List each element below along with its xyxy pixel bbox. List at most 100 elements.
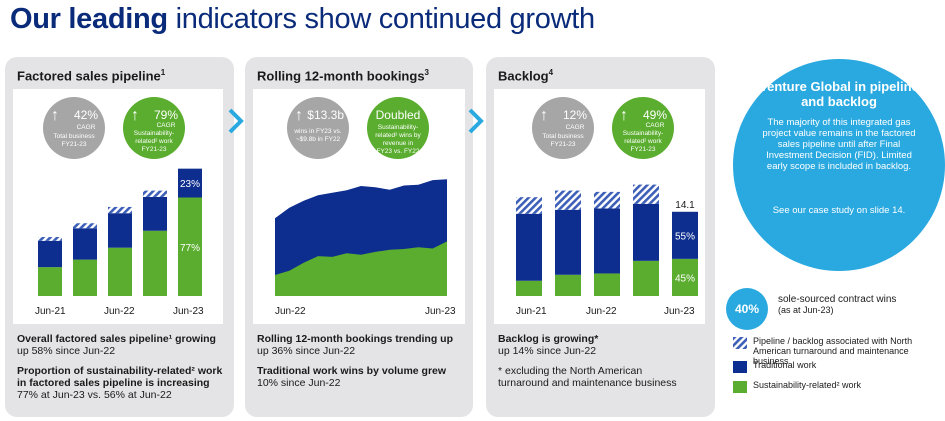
backlog-chart-area: ↑ 12% CAGR Total business FY21-23 ↑ 49% … — [494, 89, 705, 324]
backlog-data-label-navy: 55% — [675, 231, 695, 242]
pipeline-bar-2-s1 — [108, 213, 132, 248]
sole-sourced-text: sole-sourced contract wins (as at Jun-23… — [778, 294, 896, 316]
backlog-x-label-0: Jun-21 — [516, 306, 547, 317]
bookings-green-line4: FY23 vs. FY22 — [376, 148, 420, 155]
backlog-grey-line3: FY21-23 — [550, 141, 576, 148]
bookings-green-line1: Sustainability- — [377, 124, 419, 131]
backlog-x-label-2: Jun-23 — [664, 306, 695, 317]
backlog-grey-value: 12% — [562, 108, 587, 122]
bookings-grey-line2: ~$9.8b in FY22 — [295, 136, 341, 143]
pipeline-bar-2-s2 — [108, 206, 132, 214]
backlog-bar-4-s1 — [672, 211, 698, 259]
pipeline-data-label-navy: 23% — [180, 179, 200, 190]
backlog-bar-3-s2 — [633, 184, 659, 204]
bookings-summary-heading-2: Traditional work wins by volume grew — [257, 365, 447, 377]
pipeline-summary-heading-2: Proportion of sustainability-related² wo… — [17, 365, 223, 389]
bookings-summary-note-2: 10% since Jun-22 — [257, 377, 341, 389]
pipeline-grey-line1: CAGR — [76, 124, 96, 131]
backlog-green-value: 49% — [642, 108, 667, 122]
pipeline-bar-2-s0 — [108, 247, 132, 296]
pipeline-grey-line3: FY21-23 — [61, 141, 87, 148]
pipeline-bar-1-s2 — [73, 223, 97, 229]
backlog-bar-2-s0 — [594, 273, 620, 296]
pipeline-green-line1: CAGR — [156, 122, 176, 129]
venture-global-title: Venture Global in pipeline and backlog — [759, 79, 919, 109]
backlog-green-line3: related² work — [624, 138, 662, 145]
bookings-panel: Rolling 12-month bookings3 ↑ $13.3b wins… — [245, 57, 473, 417]
backlog-green-line2: Sustainability- — [622, 130, 664, 137]
backlog-bar-2-s2 — [594, 191, 620, 209]
page-title-rest: indicators show continued growth — [167, 3, 596, 35]
backlog-summary-note-1: up 14% since Jun-22 — [498, 345, 597, 357]
bookings-summary-note-1: up 36% since Jun-22 — [257, 345, 356, 357]
backlog-chart: 14.1 45% 55% — [516, 184, 698, 296]
sole-sourced-label: sole-sourced contract wins — [778, 294, 897, 305]
pipeline-sustain-cagr-bubble: ↑ 79% CAGR Sustainability- related² work… — [123, 97, 185, 159]
pipeline-data-label-green: 77% — [180, 243, 200, 254]
pipeline-green-value: 79% — [153, 108, 178, 122]
pipeline-summary: Overall factored sales pipeline¹ growing… — [17, 333, 232, 409]
bookings-x-label-0: Jun-22 — [275, 306, 306, 317]
pipeline-bar-0-s0 — [38, 267, 62, 296]
venture-global-body: The majority of this integrated gas proj… — [762, 117, 916, 172]
venture-global-callout: Venture Global in pipeline and backlog T… — [733, 59, 945, 271]
bookings-green-line2: related² wins by — [375, 132, 421, 139]
bookings-sustain-bubble: Doubled Sustainability- related² wins by… — [367, 97, 429, 159]
arrow-up-icon: ↑ — [540, 107, 548, 124]
sole-sourced-badge: 40% — [726, 288, 768, 330]
bookings-green-value: Doubled — [375, 108, 421, 122]
legend-label-hatch: Pipeline / backlog associated with North… — [753, 336, 913, 366]
bookings-grey-line1: wins in FY23 vs. — [294, 128, 342, 135]
pipeline-chart-area: ↑ 42% CAGR Total business FY21-23 ↑ 79% … — [13, 89, 223, 324]
pipeline-green-line3: related² work — [135, 138, 173, 145]
traditional-swatch — [733, 361, 747, 373]
sustainability-swatch — [733, 381, 747, 393]
pipeline-panel: Factored sales pipeline1 ↑ 42% CAGR Tota… — [5, 57, 234, 417]
backlog-bar-0-s0 — [516, 280, 542, 296]
backlog-bar-2-s1 — [594, 208, 620, 274]
legend-item-hatch: Pipeline / backlog associated with North… — [733, 336, 945, 366]
pipeline-summary-heading-1: Overall factored sales pipeline¹ growing — [17, 333, 216, 345]
backlog-bar-4-s0 — [672, 258, 698, 296]
backlog-summary: Backlog is growing* up 14% since Jun-22 … — [498, 333, 688, 397]
pipeline-green-line4: FY21-23 — [141, 146, 167, 153]
legend-item-traditional: Traditional work — [733, 360, 945, 373]
arrow-up-icon: ↑ — [51, 107, 59, 124]
pipeline-bar-4-s1 — [178, 168, 202, 198]
bookings-wins-bubble: ↑ $13.3b wins in FY23 vs. ~$9.8b in FY22 — [287, 97, 349, 159]
backlog-bar-1-s0 — [555, 274, 581, 296]
bookings-title: Rolling 12-month bookings3 — [257, 68, 429, 84]
arrow-up-icon: ↑ — [295, 107, 303, 124]
bookings-summary-heading-1: Rolling 12-month bookings trending up — [257, 333, 453, 345]
backlog-data-label-green: 45% — [675, 273, 695, 284]
backlog-sustain-cagr-bubble: ↑ 49% CAGR Sustainability- related² work… — [612, 97, 674, 159]
backlog-bar-3-s0 — [633, 260, 659, 296]
backlog-bar-0-s2 — [516, 197, 542, 214]
bookings-summary: Rolling 12-month bookings trending up up… — [257, 333, 472, 397]
pipeline-chart: 77% 23% — [38, 168, 202, 296]
arrow-up-icon: ↑ — [620, 107, 628, 124]
backlog-total-cagr-bubble: ↑ 12% CAGR Total business FY21-23 — [532, 97, 594, 159]
legend-label-sustainability: Sustainability-related² work — [753, 380, 862, 390]
backlog-title: Backlog4 — [498, 68, 554, 84]
pipeline-bar-4-s0 — [178, 197, 202, 296]
pipeline-x-label-0: Jun-21 — [35, 306, 66, 317]
pipeline-bar-3-s1 — [143, 196, 167, 231]
backlog-green-line4: FY21-23 — [630, 146, 656, 153]
bookings-grey-value: $13.3b — [307, 108, 344, 122]
pipeline-x-label-1: Jun-22 — [104, 306, 135, 317]
backlog-bar-1-s1 — [555, 209, 581, 275]
pipeline-title: Factored sales pipeline1 — [17, 68, 166, 84]
page-title-bold: Our leading — [10, 3, 168, 35]
pipeline-bar-1-s1 — [73, 228, 97, 260]
backlog-bar-1-s2 — [555, 190, 581, 210]
backlog-green-line1: CAGR — [645, 122, 665, 129]
hatch-swatch — [733, 337, 747, 349]
sole-sourced-sub: (as at Jun-23) — [778, 305, 834, 315]
backlog-summary-note-2: * excluding the North American turnaroun… — [498, 365, 677, 389]
pipeline-bar-3-s0 — [143, 230, 167, 296]
legend-item-sustainability: Sustainability-related² work — [733, 380, 945, 393]
bookings-green-line3: revenue in — [382, 140, 414, 147]
chevron-right-icon — [228, 108, 244, 134]
chevron-right-icon — [468, 108, 484, 134]
